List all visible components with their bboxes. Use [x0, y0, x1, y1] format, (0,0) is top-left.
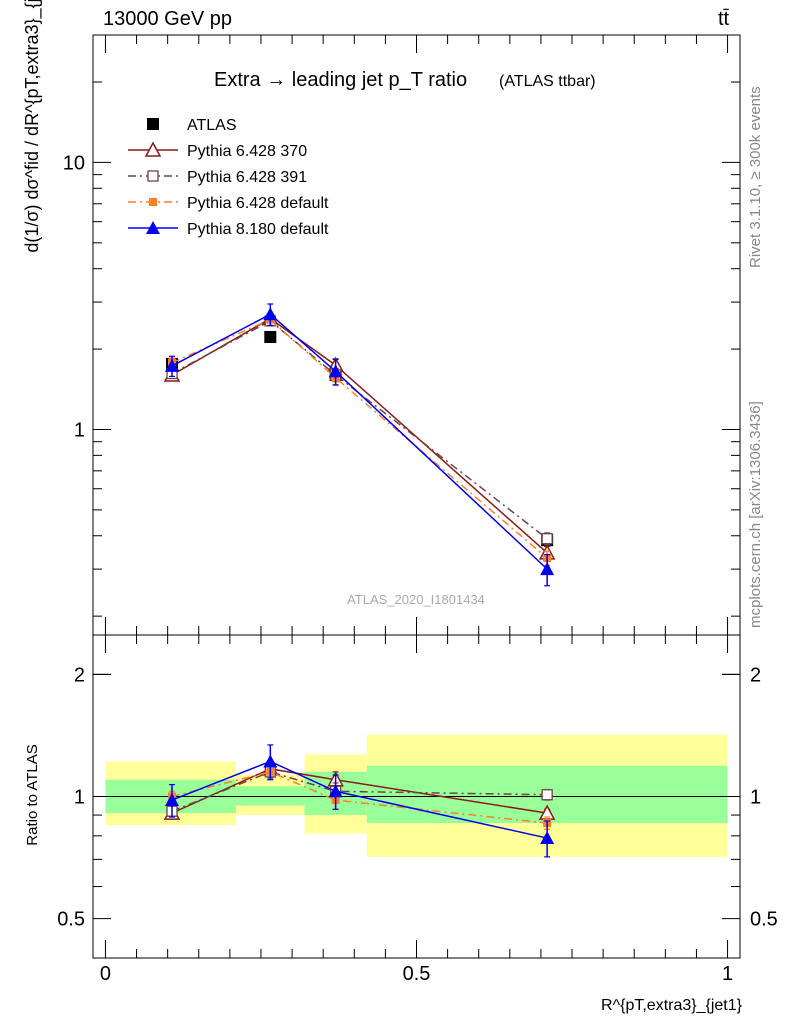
main-series-line-2 [171, 320, 548, 540]
ratio-point-3-1 [263, 754, 278, 768]
data-marks [163, 303, 556, 858]
x-axis-label: R^{pT,extra3}_{jet1} [601, 997, 743, 1014]
main-point-4-0 [165, 358, 180, 372]
ratio-point-3-0 [165, 793, 180, 807]
main-series-line-1 [171, 317, 548, 554]
legend-marker-1 [144, 141, 162, 157]
main-ytick-label: 1 [74, 419, 85, 441]
analysis-watermark: ATLAS_2020_I1801434 [347, 592, 485, 607]
legend-label-1: Pythia 6.428 370 [187, 143, 307, 160]
main-series-line-4 [171, 313, 548, 570]
legend-marker-0 [147, 118, 159, 130]
ratio-ytick-label-right: 1 [750, 787, 761, 809]
legend-marker-4 [146, 221, 160, 234]
ratio-ytick-label: 1 [74, 787, 85, 809]
chart-title-suffix: (ATLAS ttbar) [499, 73, 596, 90]
ratio-point-3-3 [540, 831, 555, 845]
ratio-series-line-1 [171, 771, 548, 812]
main-point-4-3 [540, 562, 555, 576]
axis-ticks: 1 10 0.5 0.5 1 1 2 2 0 0.5 1 [57, 34, 778, 985]
ratio-point-1-3 [541, 789, 553, 801]
ratio-series-line-3 [171, 760, 548, 839]
ratio-ytick-label: 0.5 [57, 909, 85, 931]
main-y-axis-label: d(1/σ) dσ^fid / dR^{pT,extra3}_{jet1} [22, 0, 43, 253]
legend: ATLAS Pythia 6.428 370 Pythia 6.428 391 Pyt… [128, 117, 329, 238]
chart-title: Extra → leading jet p_T ratio [214, 69, 467, 91]
process-label: tt̄ [718, 8, 730, 30]
ratio-ytick-label-right: 0.5 [750, 909, 778, 931]
ratio-ytick-label-right: 2 [750, 664, 761, 686]
ratio-point-3-2 [328, 784, 343, 798]
main-series-line-3 [171, 318, 548, 559]
legend-label-3: Pythia 6.428 default [187, 195, 329, 212]
main-point-2-3 [541, 533, 553, 545]
band-inner-1 [236, 786, 305, 806]
xtick-label: 0.5 [403, 963, 431, 985]
ratio-y-axis-label: Ratio to ATLAS [24, 744, 41, 845]
legend-marker-2 [147, 170, 159, 182]
main-ytick-label: 10 [63, 152, 85, 174]
xtick-label: 0 [100, 963, 111, 985]
energy-label: 13000 GeV pp [103, 8, 232, 30]
xtick-label: 1 [722, 963, 733, 985]
legend-label-0: ATLAS [187, 117, 237, 134]
ratio-series-line-0 [171, 768, 548, 814]
main-point-4-2 [328, 364, 343, 378]
legend-marker-3 [149, 198, 157, 206]
ratio-ytick-label: 2 [74, 664, 85, 686]
ratio-uncertainty-bands [105, 734, 728, 857]
legend-label-4: Pythia 8.180 default [187, 221, 329, 238]
legend-label-2: Pythia 6.428 391 [187, 169, 307, 186]
main-point-0-1 [264, 330, 277, 343]
main-point-4-1 [263, 307, 278, 321]
